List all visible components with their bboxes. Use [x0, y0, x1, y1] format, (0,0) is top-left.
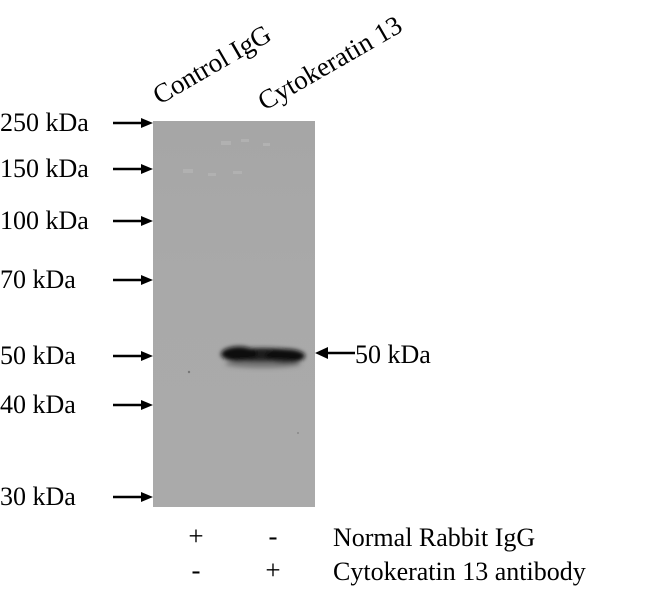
right-arrow-icon [113, 492, 153, 502]
condition-label-normal-rabbit-igg: Normal Rabbit IgG [333, 523, 536, 552]
sign-normal-igg-lane2: - [268, 521, 278, 551]
lane-label-cytokeratin-13: Cytokeratin 13 [252, 9, 408, 117]
marker-label: 40 kDa [0, 390, 76, 419]
sign-antibody-lane1: - [191, 555, 201, 585]
marker-30: 30 kDa [0, 482, 153, 512]
protein-band [221, 346, 305, 368]
marker-label: 30 kDa [0, 482, 76, 511]
marker-label: 50 kDa [0, 341, 76, 370]
left-arrow-icon [315, 347, 355, 359]
condition-label-cytokeratin-13-antibody: Cytokeratin 13 antibody [333, 557, 586, 586]
marker-150: 150 kDa [0, 154, 153, 184]
marker-250: 250 kDa [0, 108, 153, 138]
right-arrow-icon [113, 164, 153, 174]
marker-label: 70 kDa [0, 265, 76, 294]
marker-70: 70 kDa [0, 265, 153, 295]
right-arrow-icon [113, 118, 153, 128]
marker-label: 150 kDa [0, 154, 89, 183]
right-arrow-icon [113, 275, 153, 285]
marker-label: 250 kDa [0, 108, 89, 137]
right-arrow-icon [113, 351, 153, 361]
right-arrow-icon [113, 400, 153, 410]
sign-antibody-lane2: + [265, 555, 281, 585]
marker-40: 40 kDa [0, 390, 153, 420]
marker-label: 100 kDa [0, 206, 89, 235]
right-arrow-icon [113, 216, 153, 226]
sign-normal-igg-lane1: + [188, 521, 204, 551]
marker-100: 100 kDa [0, 206, 153, 236]
band-size-label: 50 kDa [355, 340, 431, 369]
blot-image [183, 139, 305, 434]
western-blot-membrane [153, 121, 315, 507]
marker-50: 50 kDa [0, 341, 153, 371]
